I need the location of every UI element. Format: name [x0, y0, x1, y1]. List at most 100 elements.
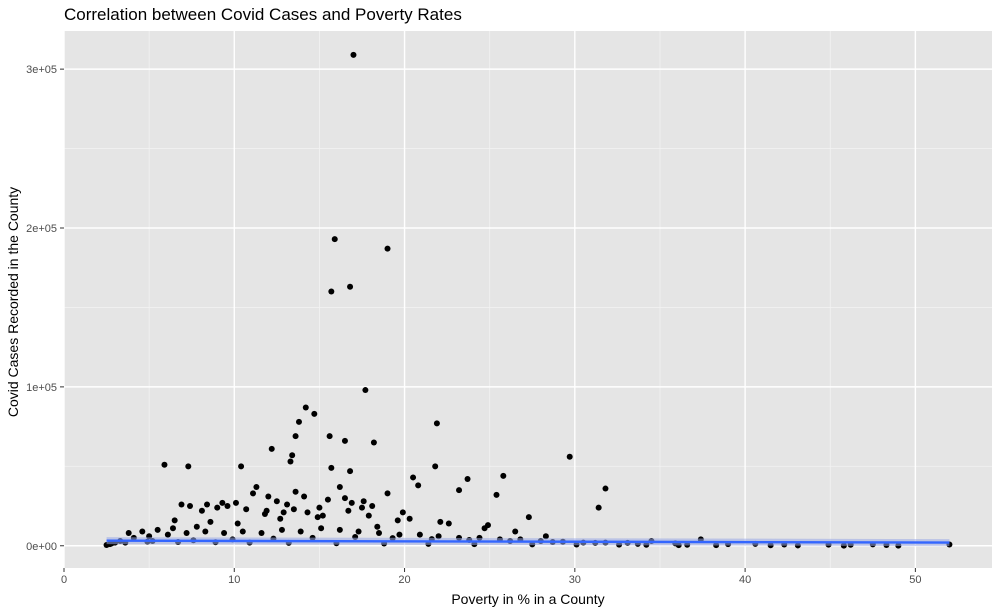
data-point [350, 51, 357, 58]
data-point [261, 510, 268, 517]
data-point [394, 517, 401, 524]
data-point [347, 283, 354, 290]
data-point [238, 463, 245, 470]
x-tick-label: 40 [739, 574, 751, 586]
data-point [362, 387, 369, 394]
data-point [304, 509, 311, 516]
data-point [314, 514, 321, 521]
data-point [410, 474, 417, 481]
data-point [355, 528, 362, 535]
data-point [287, 458, 294, 465]
y-axis-ticks: 0e+00 1e+05 2e+05 3e+05 [26, 64, 64, 553]
data-point [161, 461, 168, 468]
data-point [384, 245, 391, 252]
data-point [336, 526, 343, 533]
data-point [365, 512, 372, 519]
data-point [185, 463, 192, 470]
data-point [500, 472, 507, 479]
data-point [219, 499, 226, 506]
data-point [328, 288, 335, 295]
x-tick-label: 10 [228, 574, 240, 586]
data-point [125, 530, 132, 537]
data-point [278, 526, 285, 533]
trend-layer [106, 537, 950, 547]
data-point [214, 504, 221, 511]
data-point [512, 528, 519, 535]
data-point [224, 503, 231, 510]
data-point [328, 464, 335, 471]
data-point [302, 404, 309, 411]
data-point [290, 506, 297, 513]
data-point [301, 493, 308, 500]
data-point [345, 507, 352, 514]
data-point [566, 453, 573, 460]
x-axis-ticks: 0 10 20 30 40 50 [61, 568, 922, 586]
y-tick-label: 1e+05 [26, 382, 57, 394]
data-point [289, 452, 296, 459]
data-point [178, 501, 185, 508]
data-point [253, 483, 260, 490]
data-point [341, 495, 348, 502]
data-point [183, 530, 190, 537]
x-tick-label: 20 [398, 574, 410, 586]
data-point [376, 530, 383, 537]
x-axis-title: Poverty in % in a County [451, 591, 604, 607]
data-point [360, 498, 367, 505]
data-point [277, 515, 284, 522]
data-point [396, 531, 403, 538]
data-point [265, 493, 272, 500]
data-point [370, 439, 377, 446]
data-point [432, 463, 439, 470]
data-point [292, 488, 299, 495]
data-point [481, 525, 488, 532]
data-point [319, 512, 326, 519]
data-point [374, 523, 381, 530]
data-point [311, 410, 318, 417]
data-point [258, 530, 265, 537]
data-point [336, 483, 343, 490]
plot-panel [64, 31, 992, 568]
data-point [221, 530, 228, 537]
x-tick-label: 50 [909, 574, 921, 586]
data-point [331, 236, 338, 243]
y-axis-title: Covid Cases Recorded in the County [5, 187, 21, 417]
data-point [232, 499, 239, 506]
data-point [268, 445, 275, 452]
data-point [602, 485, 609, 492]
data-point [347, 468, 354, 475]
data-point [341, 437, 348, 444]
data-point [493, 491, 500, 498]
y-tick-label: 2e+05 [26, 223, 57, 235]
data-point [318, 525, 325, 532]
data-point [416, 531, 423, 538]
data-point [154, 526, 161, 533]
data-point [324, 496, 331, 503]
data-point [435, 533, 442, 540]
data-point [456, 487, 463, 494]
data-point [239, 528, 246, 535]
data-point [234, 520, 241, 527]
y-tick-label: 3e+05 [26, 64, 57, 76]
data-point [243, 506, 250, 513]
chart-title: Correlation between Covid Cases and Pove… [64, 5, 462, 24]
data-point [202, 528, 209, 535]
data-point [525, 514, 532, 521]
data-point [415, 482, 422, 489]
data-point [384, 490, 391, 497]
data-point [369, 503, 376, 510]
data-point [204, 501, 211, 508]
data-point [284, 501, 291, 508]
data-point [273, 498, 280, 505]
data-point [445, 520, 452, 527]
data-point [348, 499, 355, 506]
data-point [280, 509, 287, 516]
data-point [198, 507, 205, 514]
data-point [139, 528, 146, 535]
data-point [326, 433, 333, 440]
data-point [464, 476, 471, 483]
x-tick-label: 0 [61, 574, 67, 586]
data-point [406, 515, 413, 522]
data-point [171, 517, 178, 524]
data-point [433, 420, 440, 427]
data-point [207, 518, 214, 525]
